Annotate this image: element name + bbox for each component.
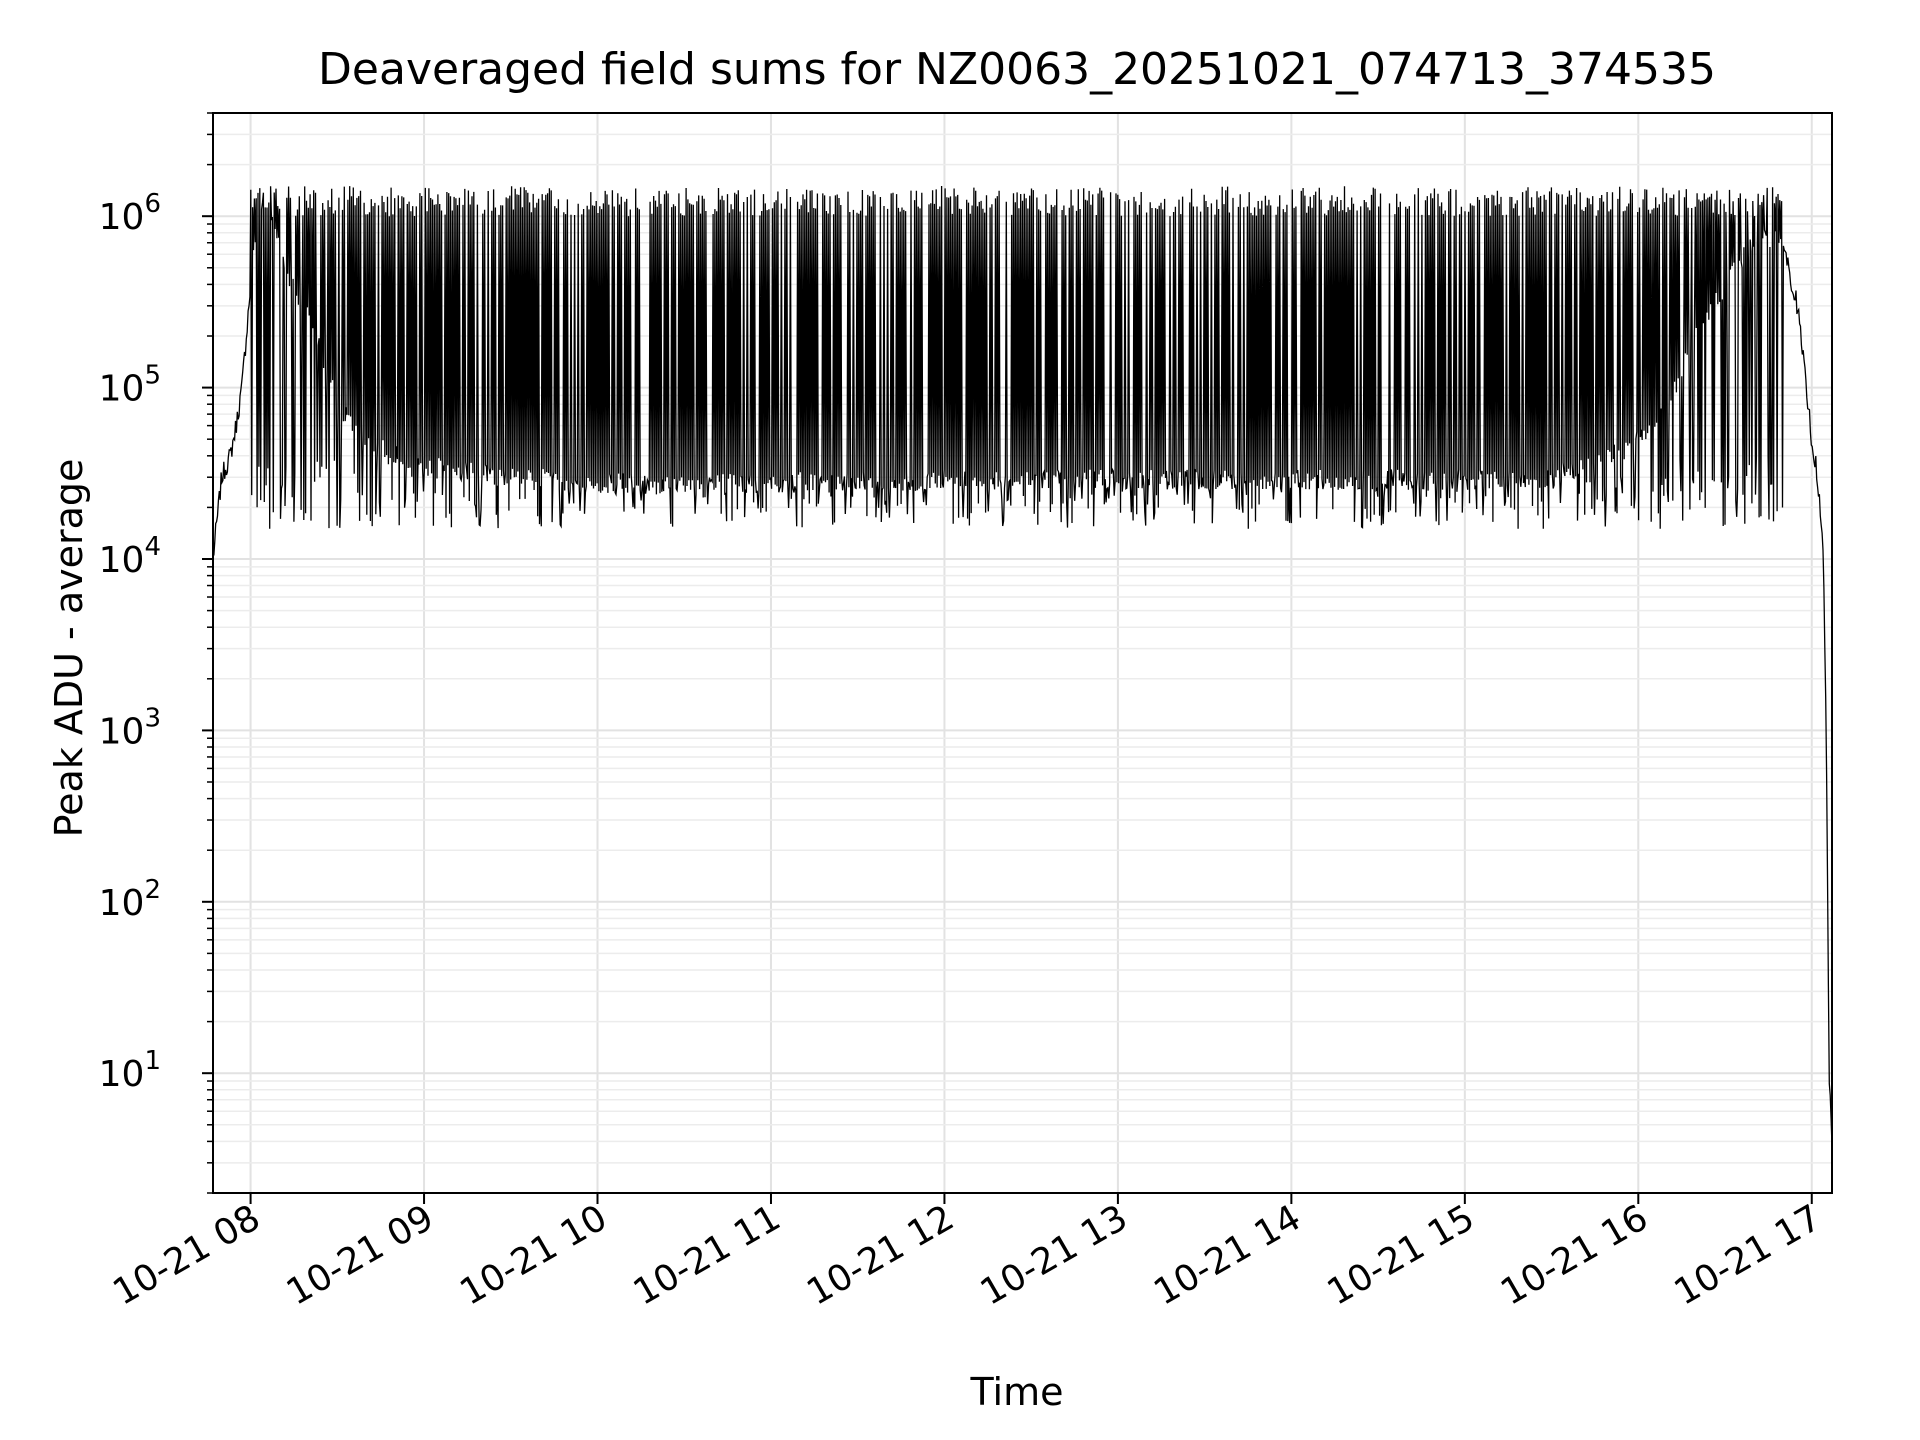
plot-frame	[212, 112, 1833, 1194]
data-series-line	[212, 185, 1833, 1147]
series-layer	[212, 185, 1833, 1147]
y-tick-label: 106	[99, 189, 161, 238]
y-axis-label: Peak ADU - average	[47, 459, 91, 838]
y-tick-label: 103	[99, 703, 161, 752]
y-tick-label: 101	[99, 1046, 161, 1095]
y-tick-label: 105	[99, 361, 161, 410]
y-tick-label: 104	[99, 532, 161, 581]
chart-title: Deaveraged field sums for NZ0063_2025102…	[318, 44, 1716, 95]
y-tick-label: 102	[99, 875, 161, 924]
x-axis-label: Time	[970, 1370, 1064, 1414]
